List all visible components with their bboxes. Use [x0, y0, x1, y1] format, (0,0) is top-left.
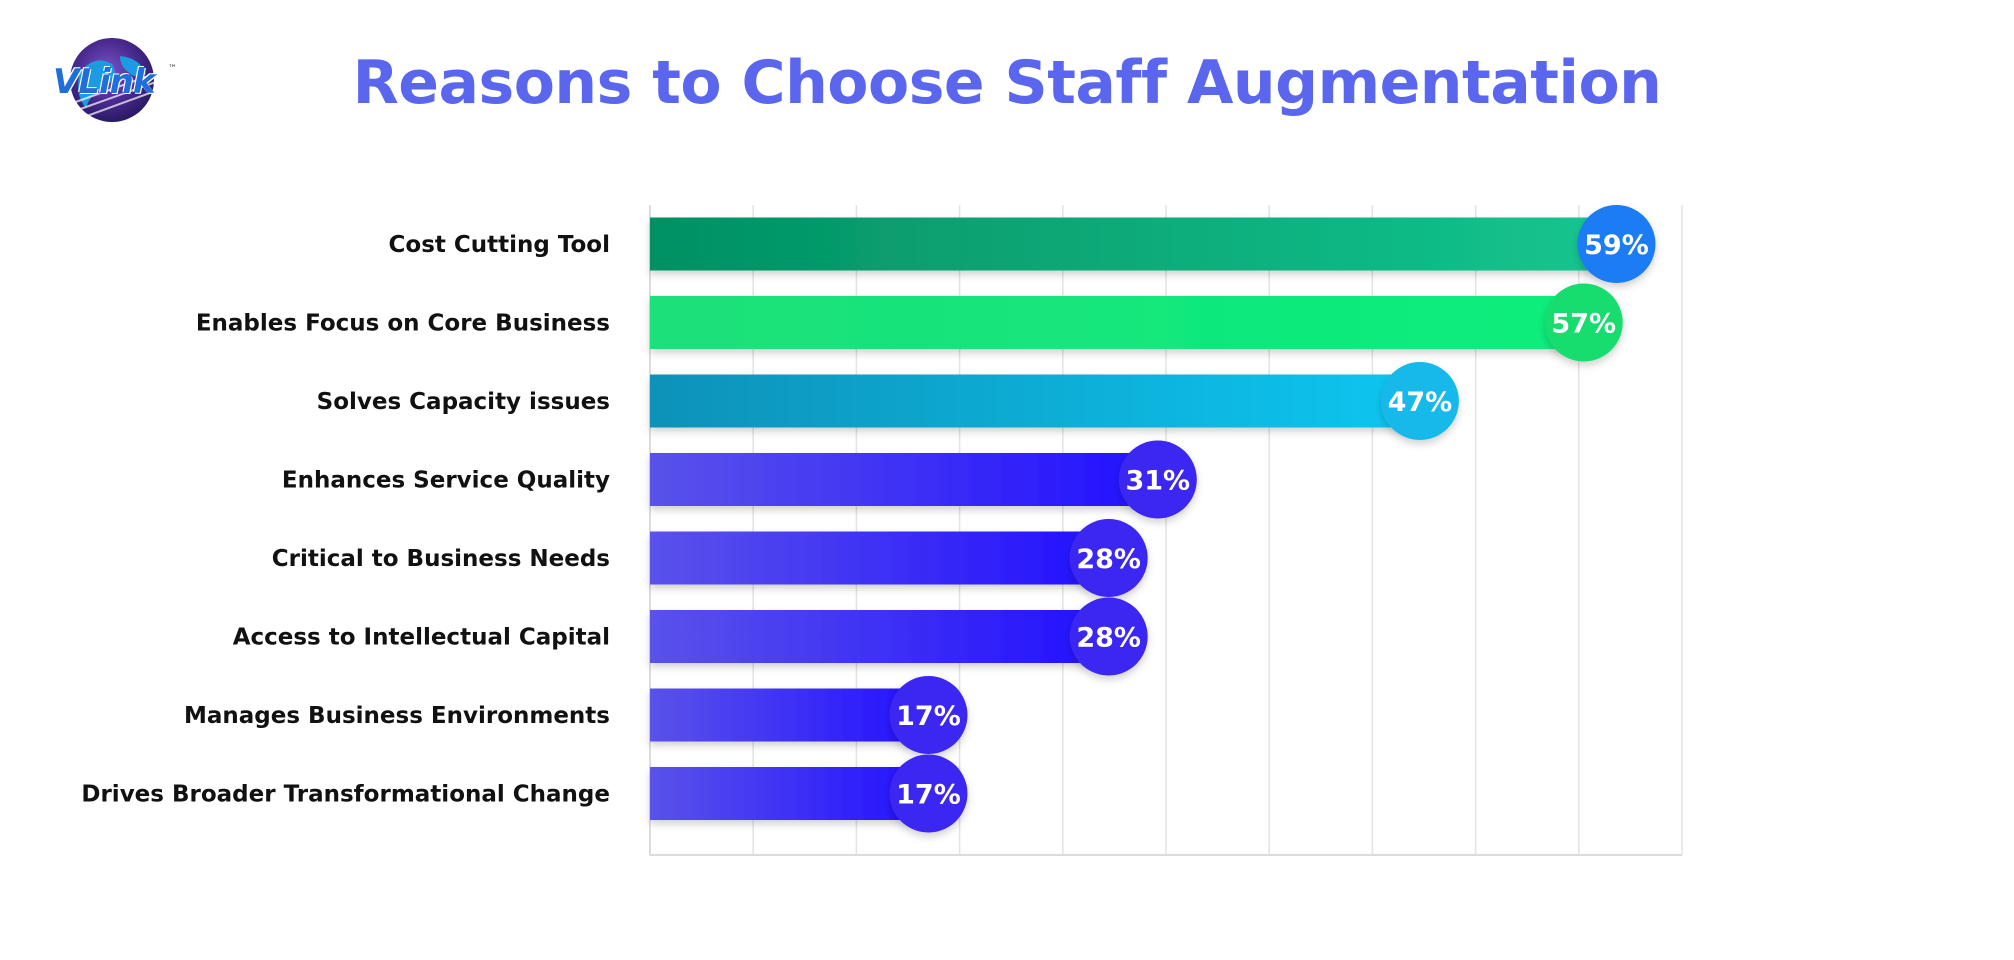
value-label: 17%: [896, 780, 961, 811]
bar: [650, 374, 1420, 428]
bar: [650, 296, 1584, 349]
globe-icon: [69, 38, 159, 122]
value-label: 47%: [1388, 387, 1453, 418]
category-label: Solves Capacity issues: [317, 389, 610, 415]
bar: [650, 767, 929, 820]
category-label: Access to Intellectual Capital: [233, 625, 610, 651]
bar: [650, 217, 1617, 271]
value-label: 59%: [1584, 230, 1649, 261]
chart-title: Reasons to Choose Staff Augmentation: [352, 48, 1662, 118]
category-label: Enhances Service Quality: [282, 468, 610, 494]
value-badges: 59% 57% 47% 31% 28% 28% 17% 17%: [889, 205, 1656, 833]
bar: [650, 688, 929, 742]
value-label: 17%: [896, 701, 961, 732]
value-label: 31%: [1125, 466, 1190, 497]
value-badge: [1069, 597, 1148, 676]
value-badge: [889, 754, 968, 833]
value-badge: [889, 676, 968, 754]
logo-trademark: ™: [168, 64, 177, 74]
value-label: 57%: [1551, 309, 1616, 340]
value-badge: [1544, 283, 1623, 362]
bar: [650, 610, 1109, 663]
category-label: Cost Cutting Tool: [389, 232, 610, 258]
category-label: Critical to Business Needs: [272, 546, 610, 572]
bar: [650, 453, 1158, 506]
value-badge: [1118, 440, 1197, 519]
bar: [650, 531, 1109, 585]
bars: [650, 217, 1617, 820]
value-badge: [1069, 519, 1148, 597]
value-label: 28%: [1076, 623, 1141, 654]
category-label: Manages Business Environments: [184, 703, 610, 729]
value-badge: [1577, 205, 1656, 283]
value-label: 28%: [1076, 544, 1141, 575]
logo-text: VLink: [53, 62, 155, 102]
category-labels: Cost Cutting Tool Enables Focus on Core B…: [81, 232, 610, 808]
category-label: Drives Broader Transformational Change: [81, 782, 610, 808]
vlink-logo: VLink ™: [50, 34, 180, 130]
value-badge: [1380, 362, 1459, 440]
category-label: Enables Focus on Core Business: [196, 311, 610, 337]
